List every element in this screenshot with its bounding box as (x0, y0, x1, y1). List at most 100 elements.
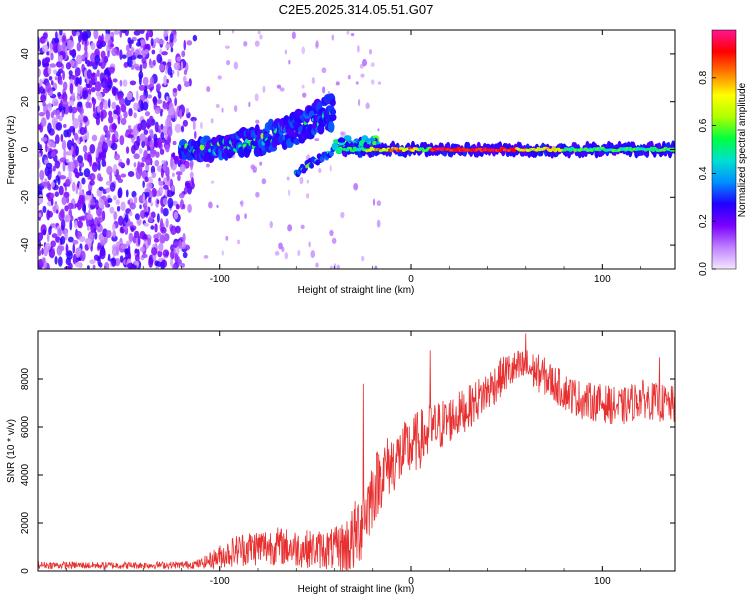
heatmap-noise-cell (109, 172, 113, 183)
heatmap-noise-cell (322, 86, 326, 94)
heatmap-noise-cell (78, 166, 82, 173)
heatmap-noise-cell (38, 212, 42, 218)
heatmap-y-tick-label: -40 (20, 237, 31, 252)
heatmap-noise-cell (145, 155, 152, 166)
heatmap-noise-cell (38, 152, 41, 158)
heatmap-noise-cell (276, 84, 282, 89)
heatmap-noise-cell (119, 135, 125, 146)
heatmap-signal-cell (568, 148, 573, 152)
heatmap-noise-cell (226, 59, 231, 66)
heatmap-noise-cell (153, 133, 158, 143)
heatmap-noise-cell (91, 174, 96, 180)
heatmap-noise-cell (182, 251, 188, 259)
heatmap-noise-cell (175, 225, 181, 234)
heatmap-noise-cell (68, 70, 73, 76)
heatmap-noise-cell (97, 242, 101, 250)
heatmap-noise-cell (102, 87, 110, 94)
heatmap-noise-cell (165, 118, 170, 128)
heatmap-noise-cell (331, 237, 337, 244)
heatmap-noise-cell (77, 113, 85, 124)
heatmap-noise-cell (331, 34, 335, 41)
heatmap-noise-cell (57, 256, 63, 267)
heatmap-noise-cell (165, 218, 169, 228)
heatmap-noise-cell (94, 73, 98, 84)
heatmap-noise-cell (291, 31, 296, 40)
heatmap-noise-cell (111, 223, 116, 231)
heatmap-noise-cell (121, 104, 127, 113)
heatmap-noise-cell (255, 119, 260, 124)
heatmap-signal-cell (456, 147, 461, 150)
heatmap-noise-cell (232, 30, 235, 34)
heatmap-noise-cell (170, 72, 173, 78)
heatmap-y-ticks: 40 20 0 -20 -40 (20, 48, 675, 252)
heatmap-noise-cell (154, 37, 160, 44)
heatmap-noise-cell (126, 158, 130, 166)
heatmap-noise-cell (51, 233, 58, 239)
heatmap-noise-cell (183, 81, 190, 88)
heatmap-noise-cell (142, 101, 149, 111)
snr-y-tick-label: 8000 (20, 367, 31, 390)
heatmap-noise-cell (127, 125, 132, 130)
heatmap-noise-cell (61, 139, 67, 151)
heatmap-noise-cell (174, 111, 178, 121)
heatmap-noise-cell (180, 61, 184, 70)
heatmap-noise-cell (52, 109, 59, 115)
heatmap-signal-cell (244, 138, 249, 143)
heatmap-noise-cell (87, 225, 90, 231)
heatmap-noise-cell (190, 116, 197, 122)
heatmap-noise-cell (279, 87, 285, 92)
heatmap-noise-cell (172, 172, 175, 177)
heatmap-noise-cell (156, 53, 163, 64)
heatmap-noise-cell (133, 30, 141, 36)
heatmap-noise-cell (136, 219, 142, 226)
heatmap-noise-cell (90, 223, 97, 233)
heatmap-signal-region (177, 93, 675, 178)
heatmap-noise-cell (113, 195, 117, 201)
snr-x-tick-label: -100 (210, 576, 230, 587)
heatmap-noise-cell (64, 205, 69, 212)
heatmap-noise-cell (91, 77, 95, 85)
heatmap-noise-cell (76, 42, 82, 52)
heatmap-noise-cell (107, 197, 113, 203)
heatmap-noise-cell (103, 161, 107, 167)
heatmap-noise-cell (357, 45, 360, 53)
heatmap-noise-cell (134, 230, 140, 238)
heatmap-noise-cell (167, 126, 173, 137)
heatmap-noise-cell (42, 101, 46, 107)
heatmap-noise-cell (118, 215, 124, 226)
heatmap-noise-cell (186, 40, 193, 46)
heatmap-noise-cell (117, 178, 124, 184)
heatmap-noise-cell (172, 87, 178, 93)
heatmap-noise-cell (370, 62, 375, 68)
heatmap-noise-cell (59, 54, 63, 63)
heatmap-noise-cell (254, 93, 259, 102)
heatmap-noise-cell (169, 33, 174, 43)
heatmap-noise-cell (144, 111, 151, 117)
heatmap-noise-cell (144, 199, 148, 207)
heatmap-noise-cell (130, 46, 135, 53)
colorbar-ramp (711, 29, 737, 270)
heatmap-signal-cell (511, 149, 516, 153)
heatmap-noise-cell (133, 102, 140, 111)
heatmap-noise-cell (288, 189, 291, 197)
heatmap-noise-cell (91, 134, 98, 142)
heatmap-noise-cell (177, 69, 180, 78)
heatmap-noise-cell (128, 108, 133, 117)
heatmap-noise-cell (115, 199, 120, 206)
heatmap-noise-cell (129, 80, 137, 86)
heatmap-noise-cell (83, 116, 88, 123)
heatmap-noise-cell (163, 184, 169, 190)
heatmap-noise-cell (146, 30, 153, 38)
heatmap-noise-cell (69, 83, 74, 95)
heatmap-signal-cell (337, 137, 346, 143)
heatmap-y-label: Frequency (Hz) (6, 116, 17, 185)
heatmap-noise-cell (86, 219, 90, 227)
heatmap-noise-cell (91, 162, 98, 173)
heatmap-noise-cell (151, 49, 156, 55)
heatmap-noise-cell (142, 180, 145, 188)
heatmap-noise-cell (281, 246, 285, 253)
heatmap-noise-cell (60, 133, 64, 142)
heatmap-noise-cell (165, 64, 169, 70)
heatmap-noise-cell (81, 63, 85, 74)
